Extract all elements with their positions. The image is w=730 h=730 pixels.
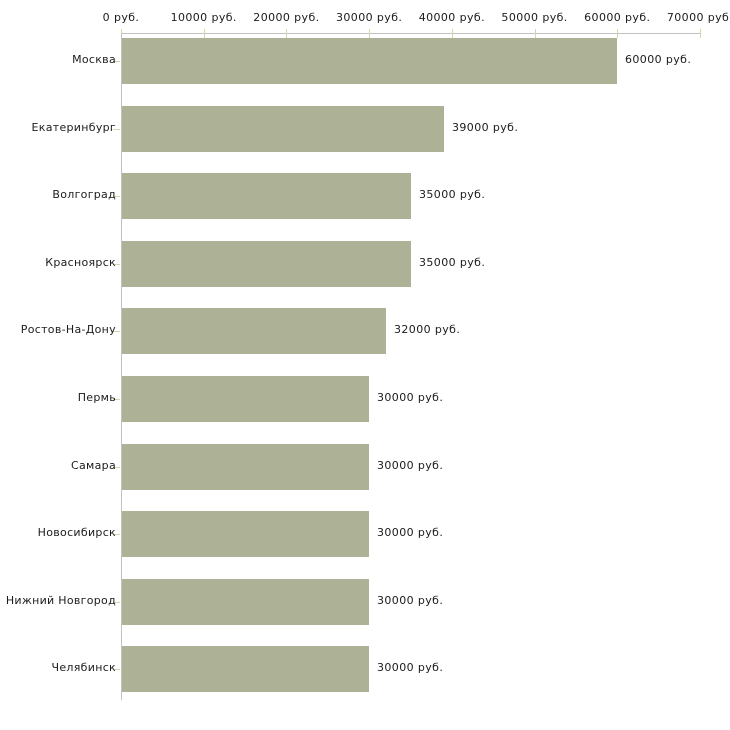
y-axis-tick-mark	[113, 61, 120, 62]
y-axis-category-label: Пермь	[77, 391, 116, 404]
bar	[122, 376, 369, 422]
x-axis-tick-mark	[203, 29, 205, 38]
bar-value-label: 60000 руб.	[625, 53, 692, 66]
bar-value-label: 35000 руб.	[419, 188, 486, 201]
x-axis-tick-label: 0 руб.	[102, 11, 140, 24]
y-axis-tick-mark	[113, 129, 120, 130]
y-axis-category-label: Волгоград	[52, 188, 116, 201]
bar	[122, 241, 411, 287]
y-axis-tick-mark	[113, 196, 120, 197]
y-axis-tick-mark	[113, 264, 120, 265]
x-axis-tick-label: 20000 руб.	[253, 11, 320, 24]
bar	[122, 308, 386, 354]
y-axis-tick-mark	[113, 399, 120, 400]
bar	[122, 38, 617, 84]
bar	[122, 646, 369, 692]
y-axis-tick-mark	[113, 534, 120, 535]
y-axis-category-label: Ростов-На-Дону	[20, 323, 116, 336]
bar-value-label: 30000 руб.	[377, 594, 444, 607]
y-axis-category-label: Самара	[71, 459, 116, 472]
bar	[122, 579, 369, 625]
y-axis-category-label: Москва	[72, 53, 116, 66]
x-axis-tick-mark	[369, 29, 371, 38]
bar-value-label: 30000 руб.	[377, 459, 444, 472]
y-axis-tick-mark	[113, 331, 120, 332]
x-axis-tick-mark	[617, 29, 619, 38]
x-axis-tick-label: 50000 руб.	[501, 11, 568, 24]
x-axis-tick-label: 30000 руб.	[336, 11, 403, 24]
y-axis-category-label: Челябинск	[51, 661, 116, 674]
y-axis-line	[121, 33, 122, 700]
bar	[122, 106, 444, 152]
bar-value-label: 30000 руб.	[377, 661, 444, 674]
x-axis-tick-label: 10000 руб.	[170, 11, 237, 24]
x-axis-tick-label: 70000 руб.	[666, 11, 730, 24]
x-axis-tick-mark	[534, 29, 536, 38]
bar-value-label: 32000 руб.	[394, 323, 461, 336]
x-axis-tick-mark	[286, 29, 288, 38]
bar-value-label: 30000 руб.	[377, 391, 444, 404]
y-axis-category-label: Екатеринбург	[31, 121, 116, 134]
x-axis-tick-mark	[700, 29, 701, 38]
bar-value-label: 30000 руб.	[377, 526, 444, 539]
y-axis-tick-mark	[113, 669, 120, 670]
x-axis-line	[121, 33, 700, 34]
x-axis-tick-label: 60000 руб.	[584, 11, 651, 24]
bar-value-label: 39000 руб.	[452, 121, 519, 134]
bar	[122, 444, 369, 490]
y-axis-category-label: Красноярск	[45, 256, 116, 269]
y-axis-category-label: Новосибирск	[37, 526, 116, 539]
x-axis-tick-mark	[451, 29, 453, 38]
y-axis-tick-mark	[113, 602, 120, 603]
bar	[122, 511, 369, 557]
y-axis-category-label: Нижний Новгород	[5, 594, 116, 607]
y-axis-tick-mark	[113, 467, 120, 468]
x-axis-tick-label: 40000 руб.	[418, 11, 485, 24]
bar	[122, 173, 411, 219]
bar-value-label: 35000 руб.	[419, 256, 486, 269]
